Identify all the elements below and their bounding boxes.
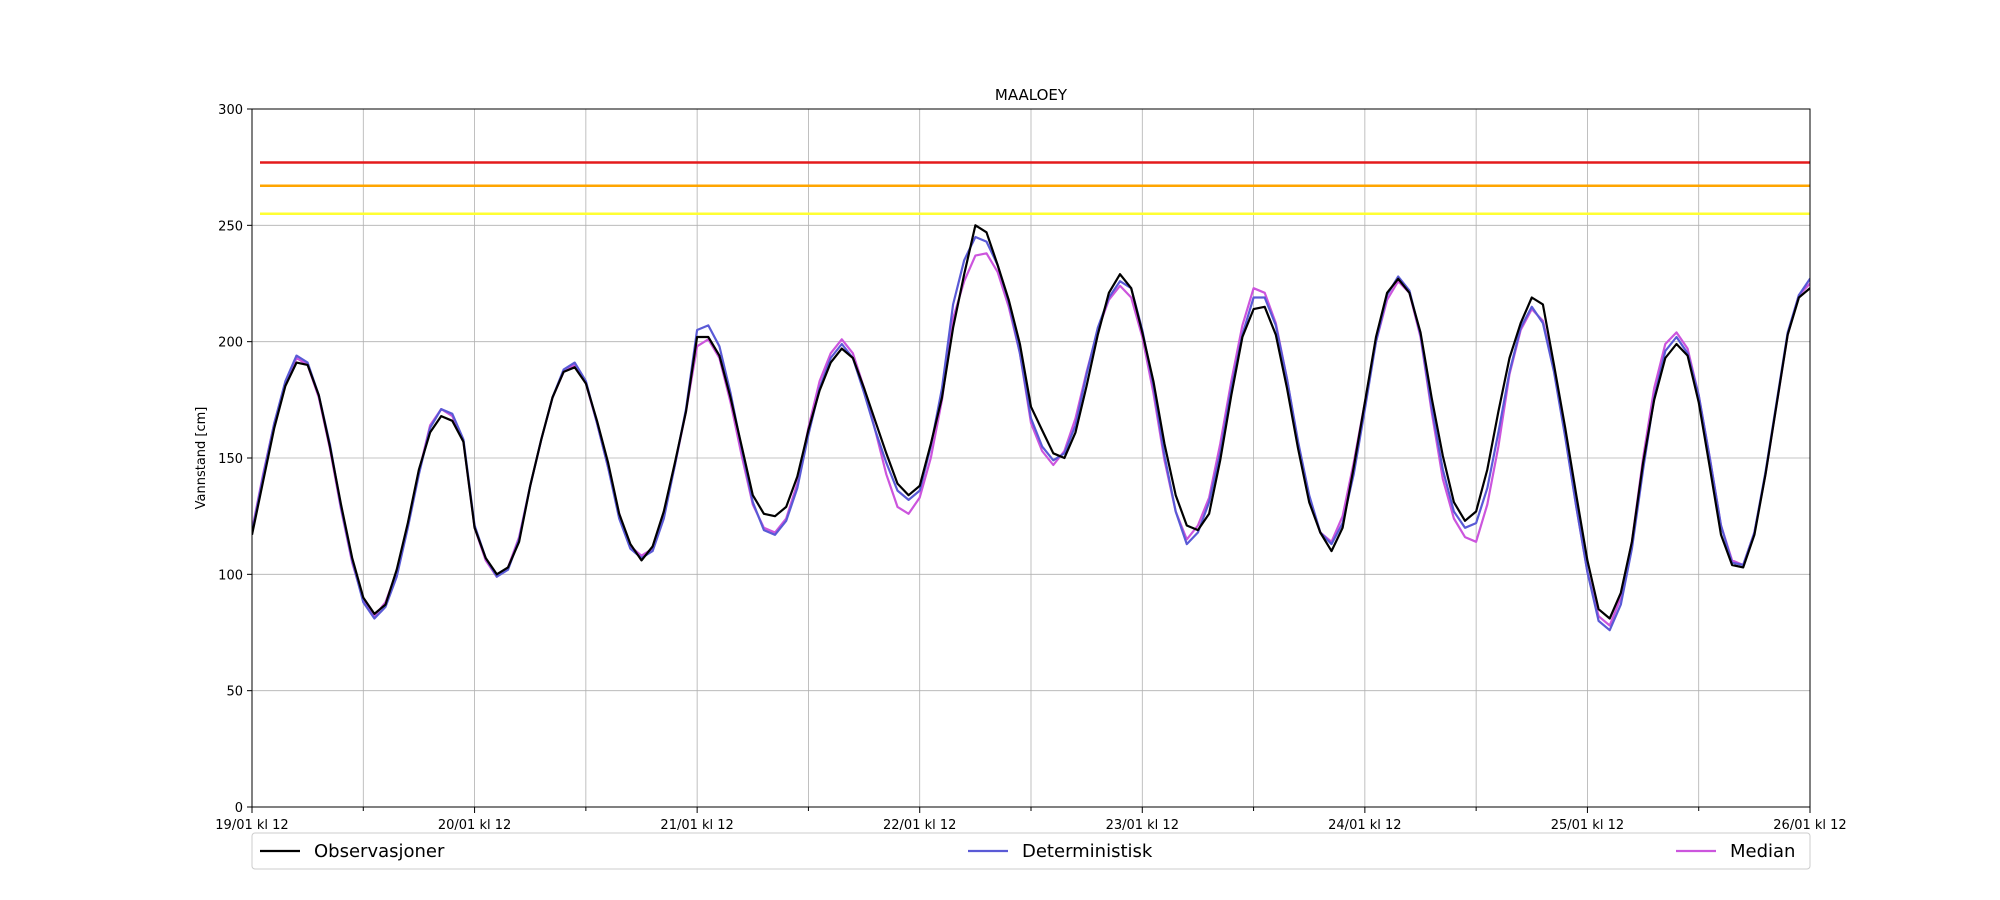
y-axis-label: Vannstand [cm] [194, 407, 209, 510]
legend-box [251, 832, 1811, 870]
threshold-layer [260, 161, 1810, 215]
y-tick-label: 50 [226, 685, 243, 700]
y-tick-label: 100 [218, 568, 243, 583]
legend-label: Median [1730, 841, 1795, 862]
grid-layer [251, 108, 1811, 808]
legend: Observasjoner Deterministisk Median [251, 832, 1811, 870]
y-tick-label: 150 [218, 452, 243, 467]
series-layer [252, 224, 1810, 632]
chart-title: MAALOEY [995, 86, 1068, 104]
x-tick-label: 20/01 kl 12 [438, 818, 511, 833]
y-tick-label: 250 [218, 219, 243, 234]
y-tick-label: 200 [218, 336, 243, 351]
axis-layer: 0 50 100 150 200 250 300 19/01 kl 12 20/01 kl 12… [215, 103, 1846, 833]
y-tick-label: 0 [235, 801, 243, 816]
x-tick-label: 22/01 kl 12 [883, 818, 956, 833]
legend-label: Deterministisk [1022, 841, 1153, 862]
y-tick-label: 300 [218, 103, 243, 118]
x-tick-label: 19/01 kl 12 [215, 818, 288, 833]
legend-label: Observasjoner [314, 841, 445, 862]
series-line-observasjoner [252, 224, 1810, 620]
x-tick-label: 25/01 kl 12 [1551, 818, 1624, 833]
x-tick-label: 26/01 kl 12 [1773, 818, 1846, 833]
x-tick-label: 23/01 kl 12 [1106, 818, 1179, 833]
x-tick-label: 21/01 kl 12 [660, 818, 733, 833]
x-tick-label: 24/01 kl 12 [1328, 818, 1401, 833]
